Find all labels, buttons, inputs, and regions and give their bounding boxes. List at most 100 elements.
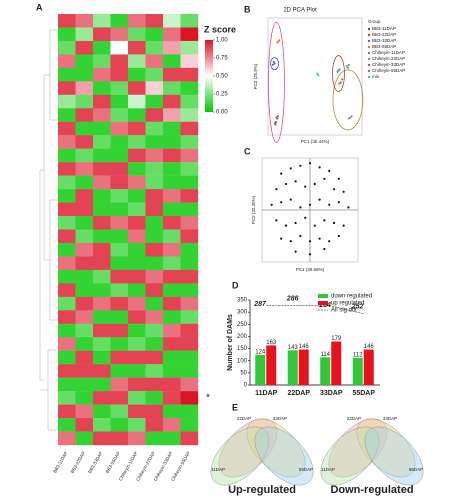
heatmap-cell — [163, 242, 181, 257]
heatmap-cell — [93, 323, 111, 338]
heatmap-cell — [58, 67, 76, 82]
bar-value-label: 146 — [364, 344, 375, 350]
bar — [266, 345, 277, 385]
y-tick-label: 350 — [237, 298, 248, 304]
heatmap-cell — [93, 175, 111, 190]
total-line — [266, 304, 364, 315]
confidence-ellipse — [332, 55, 345, 92]
scatter-point — [289, 167, 292, 170]
pca-point — [349, 116, 352, 119]
heatmap-cell — [163, 94, 181, 109]
heatmap-cell — [163, 14, 181, 28]
heatmap-cell — [163, 310, 181, 324]
heatmap-cell — [110, 364, 129, 378]
heatmap-cell — [145, 81, 164, 96]
heatmap-cell — [145, 242, 164, 257]
heatmap-cell — [110, 418, 129, 432]
heatmap-cell — [58, 202, 76, 217]
heatmap-cell — [128, 283, 146, 298]
heatmap-cell — [58, 323, 76, 338]
legend-swatch — [318, 301, 328, 305]
venn-set-label: 33DAP — [383, 416, 397, 421]
heatmap-cell — [180, 67, 199, 82]
heatmap-cell — [145, 27, 164, 42]
heatmap-cell — [163, 81, 181, 96]
scatter-point — [337, 201, 340, 204]
heatmap-cell — [110, 14, 129, 28]
heatmap-cell — [93, 256, 111, 271]
y-tick-label: 100 — [237, 358, 248, 364]
heatmap-cell — [145, 350, 164, 365]
heatmap-cell — [128, 242, 146, 257]
scatter-point — [275, 219, 278, 222]
venn-set-label: 33DAP — [273, 416, 287, 421]
legend-label: BB3-55DAP — [372, 44, 396, 49]
heatmap-cell — [110, 40, 129, 55]
heatmap-cell — [145, 202, 164, 217]
heatmap-cell — [145, 14, 164, 28]
heatmap-cell — [128, 391, 146, 405]
heatmap-cell — [180, 242, 199, 257]
heatmap-cell — [93, 377, 111, 392]
x-tick-label: 55DAP — [352, 390, 375, 397]
heatmap-cell — [110, 242, 129, 257]
heatmap-cell — [110, 67, 129, 82]
heatmap-cell — [110, 202, 129, 217]
heatmap-cell — [93, 364, 111, 378]
bar — [255, 354, 266, 385]
heatmap-cell — [145, 310, 164, 324]
heatmap-cell — [93, 67, 111, 82]
y-tick-label: 50 — [240, 370, 247, 376]
heatmap-cell — [75, 148, 94, 163]
heatmap-cell — [75, 404, 94, 419]
scatter-point — [308, 162, 312, 165]
heatmap-cell — [93, 54, 111, 69]
heatmap-cell — [110, 175, 129, 190]
scatter-point — [328, 240, 331, 243]
scatter-point — [323, 177, 326, 180]
panel-label: B — [244, 4, 251, 14]
bar — [298, 349, 309, 385]
heatmap-cell — [145, 162, 164, 176]
bar-value-label: 143 — [288, 345, 299, 351]
x-axis-label: PC1 (30.44%) — [301, 139, 330, 144]
heatmap-cell — [110, 296, 129, 311]
heatmap-cell — [93, 40, 111, 55]
heatmap-cell — [110, 108, 129, 122]
heatmap-cell — [93, 189, 111, 203]
heatmap-cell — [110, 81, 129, 96]
pca-point — [338, 82, 341, 85]
heatmap-cell — [58, 337, 76, 351]
annotation: * — [206, 393, 210, 404]
heatmap-cell — [128, 135, 146, 149]
column-label: BB3-33DAP — [87, 451, 103, 475]
pca-point — [276, 41, 279, 44]
heatmap-cell — [110, 337, 129, 351]
column-label: Chiheyin-55DAP — [170, 451, 191, 482]
heatmap-cell — [145, 148, 164, 163]
heatmap-cell — [58, 162, 76, 176]
heatmap-cell — [128, 81, 146, 96]
legend-label: Chiheyin-22DAP — [372, 56, 405, 61]
heatmap-cell — [93, 337, 111, 351]
bar — [331, 341, 342, 385]
y-axis-label: Number of DAMs — [227, 314, 234, 371]
heatmap-cell — [110, 27, 129, 42]
heatmap-cell — [110, 216, 129, 230]
bar-value-label: 146 — [299, 344, 310, 350]
heatmap-cell — [93, 27, 111, 42]
heatmap-cell — [180, 121, 199, 136]
heatmap-cell — [180, 377, 199, 392]
total-label: 286 — [286, 295, 299, 302]
heatmap-cell — [58, 269, 76, 284]
heatmap-cell — [145, 54, 164, 69]
heatmap-cell — [110, 189, 129, 203]
heatmap-cell — [163, 229, 181, 244]
heatmap-cell — [75, 162, 94, 176]
heatmap-cell — [58, 296, 76, 311]
heatmap-cell — [180, 269, 199, 284]
heatmap-cell — [93, 391, 111, 405]
heatmap-cell — [75, 364, 94, 378]
scatter-point — [275, 188, 278, 191]
heatmap-cell — [180, 216, 199, 230]
